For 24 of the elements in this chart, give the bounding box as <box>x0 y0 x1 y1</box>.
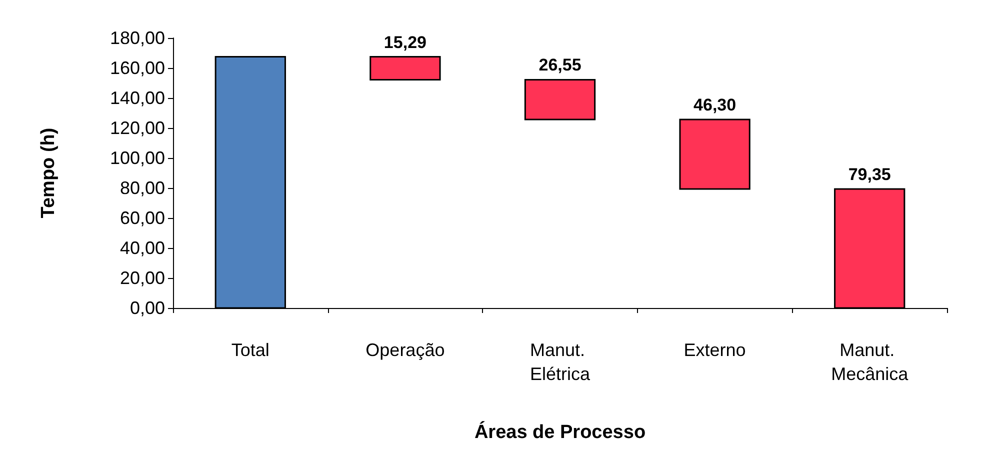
y-tick-label: 180,00 <box>110 28 165 48</box>
data-label: 15,29 <box>384 32 426 52</box>
x-tick-label: Operação <box>366 340 445 360</box>
y-tick-label: 80,00 <box>120 178 165 198</box>
bar <box>370 56 441 80</box>
y-axis-title: Tempo (h) <box>38 128 59 218</box>
y-tick-label: 100,00 <box>110 148 165 168</box>
y-tick-label: 140,00 <box>110 88 165 108</box>
x-tick-label: Externo <box>684 340 746 360</box>
y-tick-label: 0,00 <box>130 298 165 318</box>
bar <box>524 78 596 120</box>
y-tick-label: 160,00 <box>110 58 165 78</box>
x-tick-label: Manut. Mecânica <box>831 340 910 384</box>
y-tick-label: 20,00 <box>120 268 165 288</box>
bar <box>679 118 750 190</box>
data-label: 46,30 <box>694 96 736 115</box>
y-tick-label: 40,00 <box>120 238 165 258</box>
y-tick-label: 60,00 <box>120 208 165 228</box>
x-tick-label: Total <box>231 340 270 360</box>
x-axis-title: Áreas de Processo <box>474 421 646 443</box>
data-label: 79,35 <box>848 164 891 184</box>
data-label: 26,55 <box>538 56 582 75</box>
y-tick-label: 120,00 <box>110 118 165 138</box>
x-tick-label: Manut. Elétrica <box>530 340 591 384</box>
